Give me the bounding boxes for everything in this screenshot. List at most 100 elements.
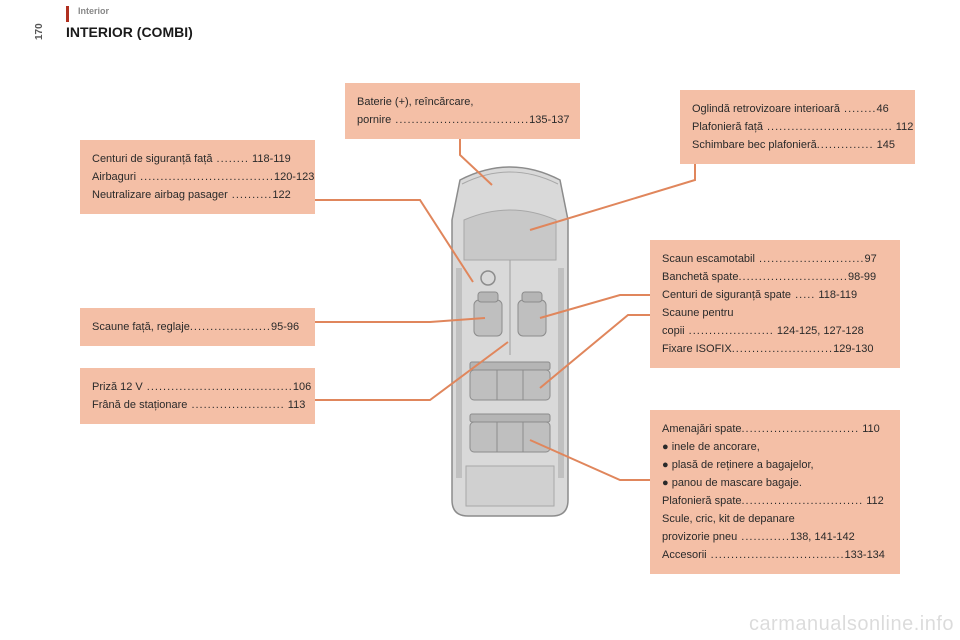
callout-dots: ......................... (732, 343, 833, 355)
callout-line: Oglindă retrovizoare interioară ........… (692, 100, 903, 118)
callout-line: Banchetă spate..........................… (662, 268, 888, 286)
callout-label: Centuri de siguranță față (92, 153, 212, 165)
callout-label: ● plasă de reținere a bagajelor, (662, 459, 814, 471)
callout-dots: ..................... (685, 325, 774, 337)
callout-dots: ........ (212, 153, 249, 165)
callout-dots: ................................. (707, 549, 845, 561)
callout-label: Neutralizare airbag pasager (92, 189, 228, 201)
callout-line: Airbaguri ..............................… (92, 168, 303, 186)
callout-label: ● panou de mascare bagaje. (662, 477, 802, 489)
callout-pages: 129-130 (833, 343, 873, 355)
callout-dots: ................................. (136, 171, 274, 183)
callout-line: Frână de staționare ....................… (92, 396, 303, 414)
callout-battery: Baterie (+), reîncărcare, pornire ......… (345, 83, 580, 139)
page-number: 170 (34, 23, 45, 40)
callout-line: pornire ................................… (357, 111, 568, 129)
callout-pages: 135-137 (529, 114, 569, 126)
callout-pages: 138, 141-142 (790, 531, 855, 543)
callout-line: Centuri de siguranță față ........ 118-1… (92, 150, 303, 168)
callout-dots: .............. (817, 139, 874, 151)
callout-dots: ............................. (742, 423, 860, 435)
callout-pages: 118-119 (815, 289, 857, 301)
callout-label: Schimbare bec plafonieră (692, 139, 817, 151)
callout-socket-handbrake: Priză 12 V .............................… (80, 368, 315, 424)
callout-line: Centuri de siguranță spate ..... 118-119 (662, 286, 888, 304)
callout-line: ● plasă de reținere a bagajelor, (662, 456, 888, 474)
callout-line: Plafonieră spate........................… (662, 492, 888, 510)
callout-label: Centuri de siguranță spate (662, 289, 791, 301)
callout-label: copii (662, 325, 685, 337)
callout-dots: .......... (228, 189, 273, 201)
callout-label: Plafonieră spate (662, 495, 742, 507)
callout-pages: 46 (876, 103, 888, 115)
callout-label: Scaun escamotabil (662, 253, 755, 265)
callout-dots: ....................... (187, 399, 284, 411)
callout-line: copii ..................... 124-125, 127… (662, 322, 888, 340)
callout-dots: ............ (737, 531, 790, 543)
accent-bar (66, 6, 69, 22)
callout-label: Plafonieră față (692, 121, 763, 133)
callout-label: Banchetă spate (662, 271, 738, 283)
callout-pages: 145 (874, 139, 895, 151)
callout-label: Amenajări spate (662, 423, 742, 435)
callout-rear-seats: Scaun escamotabil ......................… (650, 240, 900, 368)
callout-line: Scaune pentru (662, 304, 888, 322)
callout-pages: 95-96 (271, 321, 299, 333)
callout-line: Amenajări spate.........................… (662, 420, 888, 438)
callout-label: ● inele de ancorare, (662, 441, 760, 453)
callout-line: Scule, cric, kit de depanare (662, 510, 888, 528)
callout-line: ● panou de mascare bagaje. (662, 474, 888, 492)
callout-label: provizorie pneu (662, 531, 737, 543)
callout-dots: ........................... (738, 271, 848, 283)
callout-line: Scaune față, reglaje....................… (92, 318, 303, 336)
callout-line: Neutralizare airbag pasager ..........12… (92, 186, 303, 204)
callout-label: Airbaguri (92, 171, 136, 183)
callout-dots: ..... (791, 289, 815, 301)
callout-dots: ................................. (391, 114, 529, 126)
callout-rear-fittings: Amenajări spate.........................… (650, 410, 900, 574)
callout-label: Scaune pentru (662, 307, 734, 319)
callout-pages: 113 (285, 399, 306, 411)
callout-line: Baterie (+), reîncărcare, (357, 93, 568, 111)
callout-line: Schimbare bec plafonieră.............. 1… (692, 136, 903, 154)
callout-line: Fixare ISOFIX.........................12… (662, 340, 888, 358)
callout-label: Fixare ISOFIX (662, 343, 732, 355)
callout-line: provizorie pneu ............138, 141-142 (662, 528, 888, 546)
callout-dots: .................................... (143, 381, 293, 393)
callout-label: Scule, cric, kit de depanare (662, 513, 795, 525)
callout-label: pornire (357, 114, 391, 126)
callout-pages: 112 (863, 495, 884, 507)
callout-pages: 110 (859, 423, 880, 435)
callout-pages: 106 (293, 381, 311, 393)
callout-label: Scaune față, reglaje (92, 321, 190, 333)
callout-pages: 122 (272, 189, 290, 201)
callout-dots: ........ (840, 103, 877, 115)
callout-line: Priză 12 V .............................… (92, 378, 303, 396)
watermark: carmanualsonline.info (749, 613, 954, 636)
callout-pages: 98-99 (848, 271, 876, 283)
callout-line: Scaun escamotabil ......................… (662, 250, 888, 268)
callout-dots: .............................. (742, 495, 864, 507)
callout-pages: 124-125, 127-128 (774, 325, 864, 337)
vehicle-diagram (440, 160, 580, 520)
callout-label: Priză 12 V (92, 381, 143, 393)
callout-line: ● inele de ancorare, (662, 438, 888, 456)
callout-dots: .................... (190, 321, 271, 333)
callout-pages: 97 (864, 253, 876, 265)
callout-dots: ............................... (763, 121, 893, 133)
callout-pages: 118-119 (249, 153, 291, 165)
callout-pages: 133-134 (845, 549, 885, 561)
callout-line: Plafonieră față ........................… (692, 118, 903, 136)
callout-pages: 120-123 (274, 171, 314, 183)
callout-pages: 112 (893, 121, 914, 133)
callout-dots: .......................... (755, 253, 865, 265)
page-title: INTERIOR (COMBI) (66, 24, 193, 40)
callout-label: Oglindă retrovizoare interioară (692, 103, 840, 115)
callout-line: Accesorii ..............................… (662, 546, 888, 564)
section-label: Interior (78, 6, 109, 16)
callout-label: Frână de staționare (92, 399, 187, 411)
callout-label: Accesorii (662, 549, 707, 561)
callout-mirror-ceiling: Oglindă retrovizoare interioară ........… (680, 90, 915, 164)
callout-front-seats: Scaune față, reglaje....................… (80, 308, 315, 346)
callout-label: Baterie (+), reîncărcare, (357, 96, 473, 108)
